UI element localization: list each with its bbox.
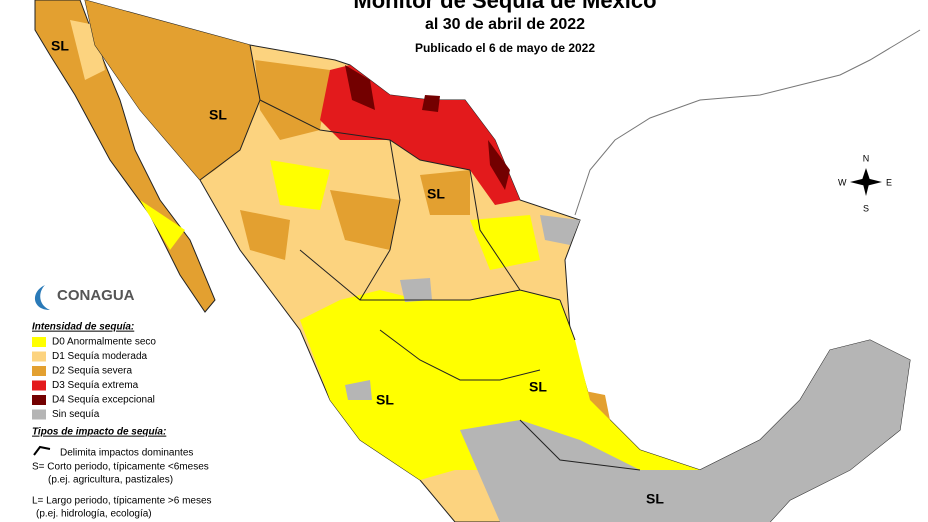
map-published: Publicado el 6 de mayo de 2022 <box>415 41 595 55</box>
d2-patches <box>240 60 610 420</box>
short-term-example: (p.ej. agricultura, pastizales) <box>48 475 173 486</box>
state-borders <box>199 44 641 471</box>
no-drought-southeast <box>460 340 910 522</box>
legend-label: D3 Sequía extrema <box>52 380 139 391</box>
impact-label: SL <box>529 379 547 395</box>
legend-label: D4 Sequía excepcional <box>52 395 155 406</box>
impact-label: SL <box>427 186 445 202</box>
legend-swatch <box>32 409 46 420</box>
impact-line-icon <box>33 445 51 456</box>
legend-label: D0 Anormalmente seco <box>52 337 156 348</box>
impact-line-text: Delimita impactos dominantes <box>60 448 193 459</box>
compass-e: E <box>886 177 892 187</box>
impact-label: SL <box>209 107 227 123</box>
impact-label: SL <box>51 38 69 54</box>
legend-swatch <box>32 366 46 376</box>
short-term: S= Corto periodo, típicamente <6meses <box>32 462 209 473</box>
logo: CONAGUA <box>34 285 135 310</box>
us-coastline <box>574 29 921 216</box>
d2-sonora <box>85 0 260 180</box>
legend-label: Sin sequía <box>52 409 100 420</box>
legend-label: D1 Sequía moderada <box>52 351 148 362</box>
compass-s: S <box>863 203 869 213</box>
long-term-example: (p.ej. hidrología, ecología) <box>36 509 152 520</box>
legend-swatch <box>32 395 46 405</box>
legend-swatch <box>32 380 46 391</box>
compass-w: W <box>838 177 847 187</box>
d0-south <box>300 290 700 490</box>
long-term: L= Largo periodo, típicamente >6 meses <box>32 496 212 507</box>
map-date: al 30 de abril de 2022 <box>425 16 585 33</box>
legend-title: Intensidad de sequía: <box>32 322 134 333</box>
compass-n: N <box>863 153 870 163</box>
legend-swatch <box>32 351 46 362</box>
impact-label: SL <box>646 491 664 507</box>
d4-core <box>345 65 510 190</box>
map-title: Monitor de Sequía de México <box>353 0 656 13</box>
no-drought-patches <box>345 215 580 400</box>
legend: Intensidad de sequía: Tipos de impacto d… <box>32 322 212 520</box>
logo-text: CONAGUA <box>57 287 135 304</box>
d0-north <box>140 160 540 270</box>
impact-title: Tipos de impacto de sequía: <box>32 427 166 438</box>
compass: N S E W <box>838 153 892 213</box>
legend-swatch <box>32 337 46 347</box>
impact-label: SL <box>376 392 394 408</box>
legend-label: D2 Sequía severa <box>52 366 132 377</box>
